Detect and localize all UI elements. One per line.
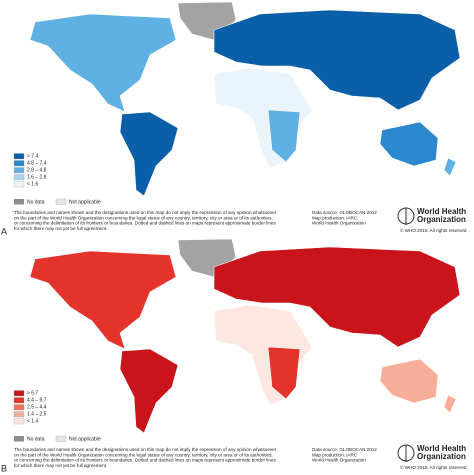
legend-swatch [13, 167, 25, 174]
legend-swatch [13, 390, 25, 397]
disclaimer-line: or concerning the delimitation of its fr… [14, 221, 276, 226]
source-line: Map production: IARC [312, 215, 358, 220]
country-region [29, 13, 177, 113]
legend-label: 2.8 – 4.8 [27, 167, 47, 173]
country-region [119, 348, 179, 434]
legend-swatch [13, 160, 25, 167]
logo-copyright: © WHO 2015. All rights reserved [400, 227, 467, 233]
map-panel: > 7.44.8 – 7.42.8 – 4.81.6 – 2.8< 1.6 No … [0, 0, 474, 236]
logo-name: World Health [417, 444, 466, 453]
source-line: World Health Organization [312, 458, 366, 463]
legend-swatch [13, 181, 25, 188]
country-region [379, 121, 439, 167]
country-region [267, 346, 301, 400]
legend-swatch [13, 174, 25, 181]
logo-name: Organization [417, 452, 466, 461]
legend-label: 1.4 – 2.5 [27, 411, 47, 417]
country-region [119, 111, 179, 197]
disclaimer-line: on the part of the World Health Organiza… [14, 452, 273, 457]
map-panel: > 6.74.4 – 6.72.5 – 4.41.4 – 2.5< 1.4 No … [0, 237, 474, 473]
not-applicable-label: Not applicable [69, 199, 101, 205]
logo-name: Organization [417, 215, 466, 224]
country-region [443, 394, 457, 414]
legend-label: < 1.6 [27, 181, 38, 187]
no-data-swatch [14, 436, 24, 442]
country-region [213, 9, 461, 111]
no-data-swatch [14, 199, 24, 205]
logo-copyright: © WHO 2015. All rights reserved [400, 464, 467, 470]
source-line: Data source: GLOBOCAN 2012 [312, 210, 377, 215]
country-region [267, 109, 301, 163]
panel-label: B [1, 463, 7, 473]
logo-name: World Health [417, 207, 466, 216]
country-region [379, 358, 439, 404]
country-region [443, 157, 457, 177]
legend-swatch [13, 397, 25, 404]
disclaimer-line: for which there may not yet be full agre… [14, 463, 107, 468]
legend-swatch [13, 418, 25, 425]
legend-label: 4.8 – 7.4 [27, 160, 47, 166]
legend-swatch [13, 153, 25, 160]
disclaimer-line: The boundaries and names shown and the d… [14, 210, 277, 215]
disclaimer-line: or concerning the delimitation of its fr… [14, 458, 276, 463]
legend-label: 4.4 – 6.7 [27, 397, 47, 403]
no-data-label: No data [27, 199, 45, 205]
not-applicable-label: Not applicable [69, 436, 101, 442]
not-applicable-swatch [55, 198, 67, 205]
legend-swatch [13, 411, 25, 418]
disclaimer-line: on the part of the World Health Organiza… [14, 215, 273, 220]
legend-swatch [13, 404, 25, 411]
legend-label: > 7.4 [27, 153, 38, 159]
legend-label: 1.6 – 2.8 [27, 174, 47, 180]
legend-label: > 6.7 [27, 390, 38, 396]
source-line: Data source: GLOBOCAN 2012 [312, 447, 377, 452]
source-line: Map production: IARC [312, 452, 358, 457]
legend-label: 2.5 – 4.4 [27, 404, 47, 410]
panel-label: A [1, 226, 7, 236]
no-data-label: No data [27, 436, 45, 442]
disclaimer-line: for which there may not yet be full agre… [14, 226, 107, 231]
disclaimer-line: The boundaries and names shown and the d… [14, 447, 277, 452]
country-region [29, 250, 177, 350]
legend-label: < 1.4 [27, 418, 38, 424]
country-region [213, 246, 461, 348]
not-applicable-swatch [55, 435, 67, 442]
source-line: World Health Organization [312, 221, 366, 226]
